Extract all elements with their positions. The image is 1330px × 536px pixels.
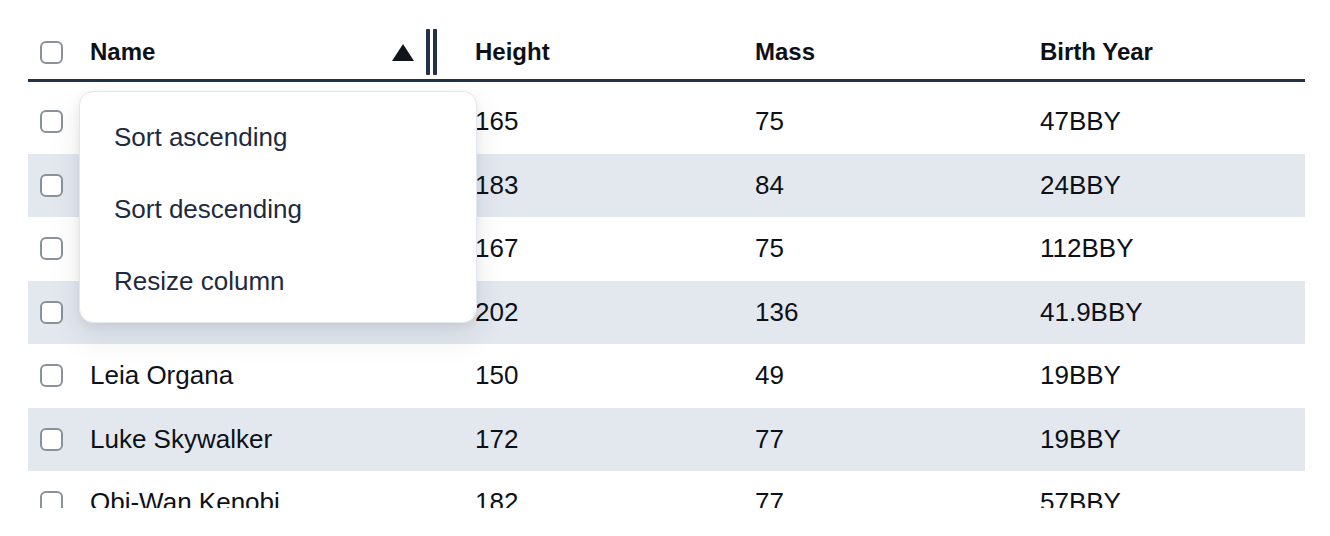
cell-mass: 75 [735,233,1020,264]
cell-name: Luke Skywalker [90,424,455,455]
cell-height: 183 [455,170,735,201]
row-checkbox[interactable] [40,428,63,451]
cell-birth-year: 47BBY [1020,106,1305,137]
context-menu-item-sort-ascending[interactable]: Sort ascending [80,101,476,173]
row-checkbox[interactable] [40,110,63,133]
column-context-menu: Sort ascending Sort descending Resize co… [79,91,477,323]
cell-height: 150 [455,360,735,391]
cell-height: 167 [455,233,735,264]
row-checkbox-cell [28,491,90,508]
data-table-page: Name Height Mass Birth Year [0,0,1330,536]
cell-mass: 136 [735,297,1020,328]
column-header-mass[interactable]: Mass [735,38,1020,66]
column-label-height: Height [475,38,550,65]
column-header-height[interactable]: Height [455,38,735,66]
column-label-mass: Mass [755,38,815,65]
row-checkbox[interactable] [40,491,63,508]
table-row: Leia Organa 150 49 19BBY [28,344,1305,408]
cell-birth-year: 24BBY [1020,170,1305,201]
context-menu-item-sort-descending[interactable]: Sort descending [80,173,476,245]
cell-birth-year: 41.9BBY [1020,297,1305,328]
select-all-checkbox[interactable] [40,41,63,64]
cell-birth-year: 112BBY [1020,233,1305,264]
cell-mass: 75 [735,106,1020,137]
cell-height: 182 [455,487,735,508]
cell-height: 165 [455,106,735,137]
column-label-birth-year: Birth Year [1040,38,1153,65]
cell-birth-year: 19BBY [1020,360,1305,391]
cell-name: Obi-Wan Kenobi [90,487,455,508]
cell-birth-year: 57BBY [1020,487,1305,508]
cell-mass: 77 [735,487,1020,508]
column-resize-handle[interactable] [426,29,437,75]
column-header-name[interactable]: Name [90,29,455,75]
resize-bar-icon [426,29,430,75]
row-checkbox[interactable] [40,364,63,387]
row-checkbox-cell [28,428,90,451]
table-header-row: Name Height Mass Birth Year [28,25,1305,82]
sort-ascending-icon [392,44,414,61]
cell-name: Leia Organa [90,360,455,391]
table-row: Luke Skywalker 172 77 19BBY [28,408,1305,472]
cell-mass: 77 [735,424,1020,455]
column-header-birth-year[interactable]: Birth Year [1020,38,1305,66]
select-all-cell [28,41,90,64]
context-menu-item-resize-column[interactable]: Resize column [80,245,476,317]
row-checkbox[interactable] [40,174,63,197]
cell-height: 202 [455,297,735,328]
table-row: Obi-Wan Kenobi 182 77 57BBY [28,471,1305,508]
cell-mass: 84 [735,170,1020,201]
cell-height: 172 [455,424,735,455]
row-checkbox[interactable] [40,301,63,324]
column-label-name: Name [90,38,155,66]
row-checkbox-cell [28,364,90,387]
row-checkbox[interactable] [40,237,63,260]
cell-mass: 49 [735,360,1020,391]
cell-birth-year: 19BBY [1020,424,1305,455]
resize-bar-icon [433,29,437,75]
